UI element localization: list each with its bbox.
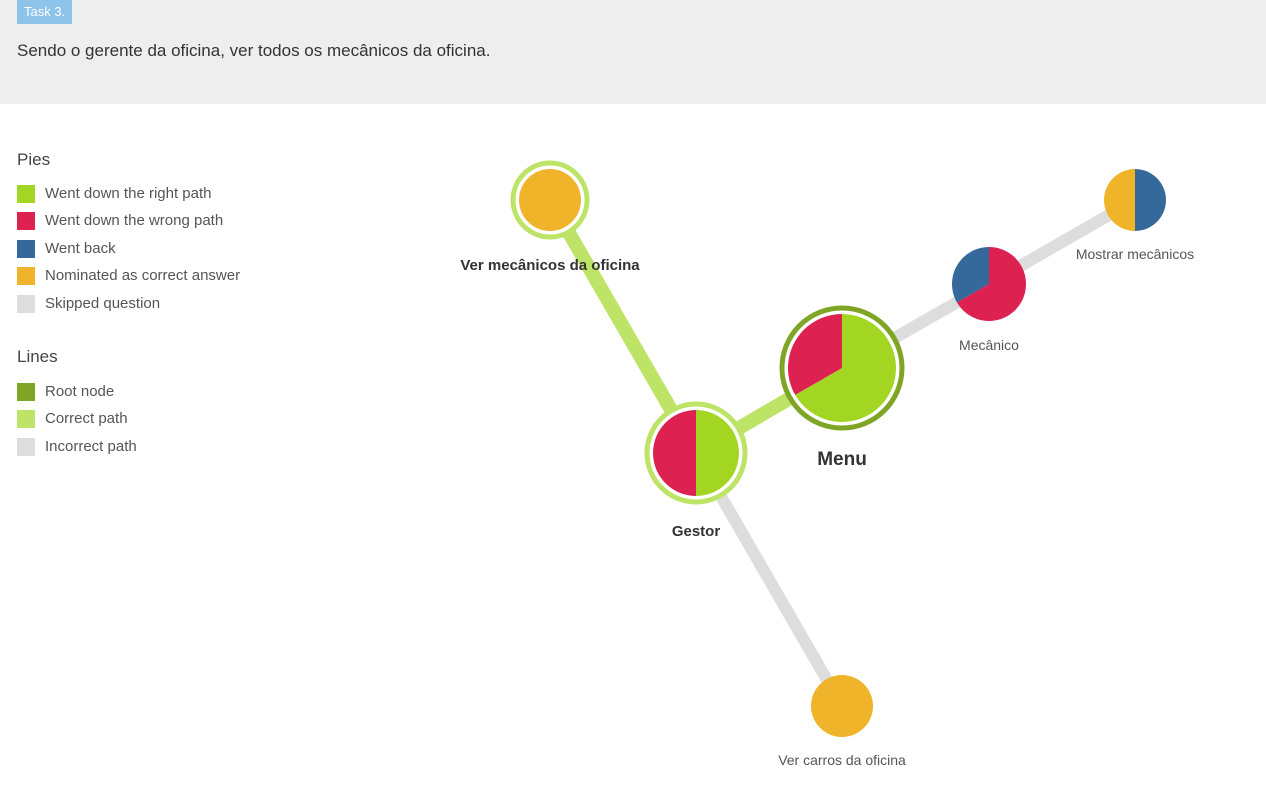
node-label: Mecânico (959, 337, 1019, 353)
node-mostrar-mecanicos[interactable]: Mostrar mecânicos (1076, 169, 1194, 262)
pie-slice (1135, 169, 1166, 231)
nodes: Menu Gestor Ver mecânicos da oficina Ver ca… (460, 160, 1194, 768)
pie-slice (788, 314, 842, 395)
node-label: Mostrar mecânicos (1076, 246, 1194, 262)
node-label: Ver mecânicos da oficina (460, 257, 640, 274)
node-ver-carros[interactable]: Ver carros da oficina (778, 675, 906, 768)
pie-slice (952, 247, 989, 303)
swatch-correct-path (17, 410, 35, 428)
legend-item-incorrect-path: Incorrect path (17, 438, 137, 456)
pie-slice (653, 410, 696, 496)
legend-item-skipped: Skipped question (17, 295, 160, 313)
node-label: Gestor (672, 523, 721, 540)
legend-item-nominated: Nominated as correct answer (17, 267, 240, 285)
node-label: Ver carros da oficina (778, 752, 906, 768)
task-description: Sendo o gerente da oficina, ver todos os… (17, 41, 491, 60)
swatch-right-path (17, 185, 35, 203)
task-badge: Task 3. (17, 0, 73, 24)
pie-slice (519, 169, 581, 231)
node-mecanico[interactable]: Mecânico (952, 247, 1026, 353)
pie-slice (956, 247, 1026, 321)
pie-slice (811, 675, 873, 737)
swatch-skipped (17, 295, 35, 313)
swatch-root-node (17, 383, 35, 401)
swatch-wrong-path (17, 212, 35, 230)
legend-item-right-path: Went down the right path (17, 185, 212, 203)
pie-slice (795, 313, 897, 423)
node-menu[interactable]: Menu (779, 305, 905, 470)
legend-item-root-node: Root node (17, 383, 114, 401)
node-gestor[interactable]: Gestor (644, 401, 748, 540)
legend-pies-title: Pies (17, 150, 51, 169)
node-ver-mecanicos[interactable]: Ver mecânicos da oficina (460, 160, 640, 274)
node-label: Menu (817, 449, 867, 470)
pie-slice (1104, 169, 1135, 231)
legend-item-correct-path: Correct path (17, 410, 128, 428)
swatch-went-back (17, 240, 35, 258)
legend-item-wrong-path: Went down the wrong path (17, 212, 223, 230)
swatch-nominated (17, 267, 35, 285)
legend-item-went-back: Went back (17, 240, 116, 258)
pie-slice (696, 410, 739, 496)
swatch-incorrect-path (17, 438, 35, 456)
task-header: Task 3. Sendo o gerente da oficina, ver … (0, 0, 1266, 104)
legend-lines-title: Lines (17, 347, 58, 366)
